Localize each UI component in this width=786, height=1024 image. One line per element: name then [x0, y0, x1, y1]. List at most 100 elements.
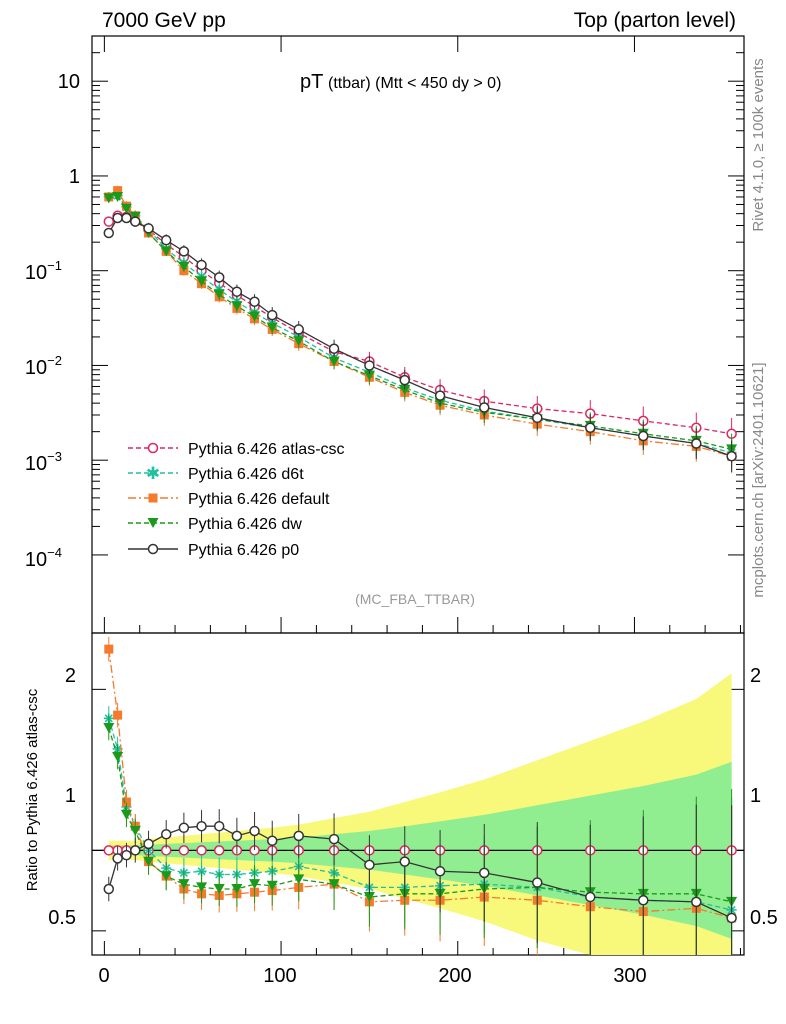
- ratio-ref-point: [178, 845, 190, 856]
- data-point: [178, 261, 190, 272]
- ratio-point: [364, 859, 375, 871]
- ytick-label-1e-4: 10−4: [25, 545, 62, 571]
- data-point: [726, 451, 737, 462]
- data-point: [143, 223, 154, 234]
- ratio-point: [293, 874, 305, 885]
- ratio-ylabel: Ratio to Pythia 6.426 atlas-csc: [24, 688, 41, 891]
- ratio-point: [249, 825, 260, 837]
- ratio-point: [113, 710, 123, 720]
- ratio-point: [130, 845, 141, 856]
- ratio-ytick-left-05: 0.5: [48, 907, 76, 929]
- xtick-label-0: 0: [98, 965, 109, 987]
- ratio-point: [266, 880, 278, 891]
- legend-entry-default: Pythia 6.426 default: [128, 491, 330, 508]
- mcplots-reference-label: mcplots.cern.ch [arXiv:2401.10621]: [750, 362, 767, 597]
- ratio-ytick-right-2: 2: [750, 665, 761, 687]
- data-point: [638, 430, 649, 442]
- ratio-point: [103, 722, 115, 733]
- ratio-ytick-left-2: 2: [65, 665, 76, 687]
- ratio-point: [160, 829, 172, 840]
- data-point: [231, 301, 243, 312]
- series-d6t: [103, 190, 737, 469]
- data-point: [178, 246, 190, 257]
- data-point: [120, 203, 132, 214]
- ratio-point: [399, 856, 410, 867]
- data-point: [364, 360, 375, 371]
- data-point: [103, 193, 115, 204]
- series-line: [108, 196, 732, 451]
- ratio-point: [363, 892, 375, 903]
- ratio-point: [104, 644, 114, 654]
- data-point: [112, 212, 123, 224]
- data-point: [249, 311, 261, 322]
- data-point: [328, 343, 340, 355]
- data-point: [213, 289, 225, 300]
- data-point: [399, 385, 411, 396]
- data-point: [231, 286, 243, 297]
- ytick-label-1: 1: [69, 166, 80, 188]
- ratio-panel-frame: [91, 632, 745, 956]
- ratio-point: [112, 751, 124, 762]
- data-point: [196, 276, 208, 287]
- ratio-point: [328, 879, 340, 890]
- data-point: [103, 216, 115, 227]
- ratio-point: [178, 879, 190, 890]
- ratio-point: [160, 871, 172, 882]
- data-point: [266, 309, 278, 321]
- data-point: [585, 422, 596, 433]
- data-point: [691, 438, 702, 449]
- legend-label-p0: Pythia 6.426 p0: [188, 542, 299, 559]
- plot-title-main: pT: [300, 71, 323, 93]
- data-point: [266, 322, 278, 333]
- data-point: [196, 259, 207, 271]
- svg-text:✱: ✱: [146, 464, 160, 484]
- ratio-point: [249, 879, 261, 890]
- ratio-point: [638, 895, 649, 906]
- ratio-point: [143, 856, 155, 867]
- legend-entry-p0: Pythia 6.426 p0: [128, 542, 299, 559]
- ratio-series-p0: [103, 804, 737, 955]
- ratio-point: [121, 797, 131, 807]
- ytick-label-1e-3: 10−3: [25, 449, 62, 475]
- header-right: Top (parton level): [574, 9, 736, 32]
- ratio-point: [213, 883, 225, 894]
- legend-entry-d6t: ✱ Pythia 6.426 d6t: [128, 464, 304, 484]
- ratio-point: [120, 809, 132, 820]
- data-point: [112, 191, 124, 202]
- ratio-point: [479, 867, 490, 879]
- xtick-label-100: 100: [263, 965, 296, 987]
- data-point: [399, 374, 410, 386]
- ratio-point: [726, 912, 737, 924]
- series-line: [108, 194, 732, 454]
- ratio-point: [196, 820, 207, 832]
- ratio-ref-point: [196, 845, 207, 856]
- data-point: [434, 390, 446, 401]
- ytick-label-10: 10: [58, 71, 80, 93]
- series-line: [108, 215, 732, 435]
- ratio-point: [129, 826, 141, 837]
- ratio-point: [231, 883, 243, 894]
- legend-label-d6t: Pythia 6.426 d6t: [188, 466, 304, 483]
- ratio-point: [434, 866, 446, 877]
- data-point: [113, 186, 123, 196]
- ratio-point: [196, 882, 208, 893]
- data-point: [328, 356, 340, 367]
- ratio-point: [143, 838, 154, 850]
- data-point: [293, 324, 304, 335]
- data-point: [249, 296, 260, 308]
- data-point: [130, 216, 141, 227]
- series-line: [108, 189, 732, 457]
- data-point: [532, 412, 543, 424]
- ratio-ref-point: [103, 845, 115, 856]
- ratio-point: [121, 849, 132, 861]
- ratio-point: [532, 877, 543, 888]
- legend-label-atlas-csc: Pythia 6.426 atlas-csc: [188, 441, 345, 458]
- legend-label-default: Pythia 6.426 default: [188, 491, 330, 508]
- ratio-point: [328, 833, 340, 845]
- legend: Pythia 6.426 atlas-csc ✱ Pythia 6.426 d6…: [128, 441, 345, 559]
- ytick-label-1e-2: 10−2: [25, 353, 62, 379]
- xtick-label-300: 300: [613, 965, 646, 987]
- data-point: [160, 234, 172, 246]
